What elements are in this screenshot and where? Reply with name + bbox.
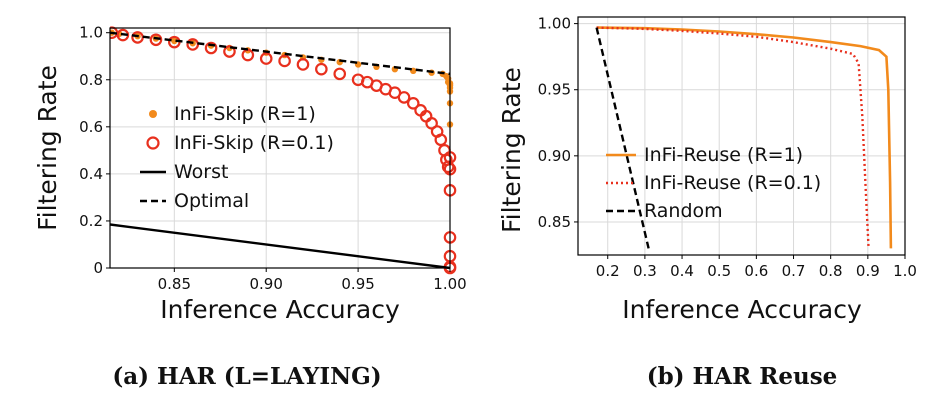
series-a-3-line <box>110 31 451 76</box>
legend-label: Random <box>644 200 723 222</box>
series-b-0-line <box>596 26 893 249</box>
ticks-b: 0.2 0.3 0.4 0.5 0.6 0.7 0.8 0.9 1.0 0.85 0.90 0.95 1… <box>538 15 917 280</box>
chart-a: 0.85 0.90 0.95 1.00 0 0.2 0.4 0.6 0.8 1.0 Inferen… <box>33 24 467 390</box>
y-axis-label-b: Filtering Rate <box>497 67 526 233</box>
legend-item: InFi-Reuse (R=1) <box>606 144 803 166</box>
legend-a: InFi-Skip (R=1) InFi-Skip (R=0.1) Worst Opt… <box>140 103 334 212</box>
x-tick-label: 1.00 <box>433 275 466 293</box>
x-tick-label: 0.90 <box>250 275 283 293</box>
data-point <box>259 52 273 65</box>
series-b-2-line <box>595 27 650 249</box>
plot-frame-b <box>577 16 906 256</box>
y-tick-label: 0.85 <box>538 213 571 231</box>
y-tick-label: 0.4 <box>79 165 103 183</box>
x-tick-label: 0.6 <box>744 262 768 280</box>
legend-label: InFi-Reuse (R=0.1) <box>644 172 821 194</box>
x-tick-label: 0.85 <box>158 275 191 293</box>
data-point <box>315 62 328 76</box>
series-a-2-line <box>110 223 451 270</box>
data-point <box>149 33 163 47</box>
legend-label: InFi-Reuse (R=1) <box>644 144 803 166</box>
x-tick-label: 1.0 <box>893 262 917 280</box>
y-tick-label: 1.0 <box>79 24 103 42</box>
data-point <box>406 96 420 110</box>
caption-a: (a) HAR (L=LAYING) <box>112 363 381 390</box>
data-point <box>204 41 218 55</box>
x-tick-label: 0.4 <box>670 262 694 280</box>
legend-item: InFi-Skip (R=1) <box>149 103 316 125</box>
x-tick-label: 0.5 <box>707 262 731 280</box>
x-axis-label-a: Inference Accuracy <box>160 295 400 324</box>
series-b-1-line <box>596 26 870 249</box>
data-point <box>333 67 347 81</box>
legend-marker <box>149 110 157 118</box>
legend-label: InFi-Skip (R=1) <box>174 103 316 125</box>
y-tick-label: 0.8 <box>79 71 103 89</box>
x-axis-label-b: Inference Accuracy <box>622 295 862 324</box>
y-tick-label: 0 <box>93 259 103 277</box>
data-point <box>278 54 291 68</box>
x-tick-label: 0.9 <box>856 262 880 280</box>
data-point <box>434 133 448 147</box>
data-point <box>116 28 130 42</box>
legend-label: InFi-Skip (R=0.1) <box>174 132 334 154</box>
x-tick-label: 0.7 <box>782 262 806 280</box>
data-point <box>171 37 178 45</box>
legend-item: InFi-Skip (R=0.1) <box>146 132 334 154</box>
y-tick-label: 0.90 <box>538 147 571 165</box>
y-tick-label: 1.00 <box>538 15 571 33</box>
data-point <box>223 45 236 58</box>
y-tick-label: 0.6 <box>79 118 103 136</box>
caption-b: (b) HAR Reuse <box>647 363 838 390</box>
x-tick-label: 0.3 <box>633 262 657 280</box>
legend-label: Optimal <box>174 190 249 212</box>
x-tick-label: 0.2 <box>596 262 620 280</box>
legend-item: Optimal <box>140 190 249 212</box>
grid-b <box>578 17 906 255</box>
y-tick-label: 0.2 <box>79 212 103 230</box>
legend-marker <box>146 136 160 150</box>
chart-b: 0.2 0.3 0.4 0.5 0.6 0.7 0.8 0.9 1.0 0.85 0.90 0.95 1… <box>497 15 917 390</box>
legend-item: Random <box>606 200 723 222</box>
y-tick-label: 0.95 <box>538 81 571 99</box>
data-point <box>397 91 411 104</box>
x-tick-label: 0.95 <box>341 275 374 293</box>
series-b <box>595 26 893 249</box>
legend-b: InFi-Reuse (R=1) InFi-Reuse (R=0.1) Random <box>606 144 821 222</box>
data-point <box>296 58 310 71</box>
x-tick-label: 0.8 <box>819 262 843 280</box>
legend-item: Worst <box>140 161 228 183</box>
ticks-a: 0.85 0.90 0.95 1.00 0 0.2 0.4 0.6 0.8 1.0 <box>79 24 467 293</box>
legend-item: InFi-Reuse (R=0.1) <box>606 172 821 194</box>
legend-label: Worst <box>174 161 228 183</box>
plot-frame-a <box>109 27 451 269</box>
y-axis-label-a: Filtering Rate <box>33 65 62 231</box>
